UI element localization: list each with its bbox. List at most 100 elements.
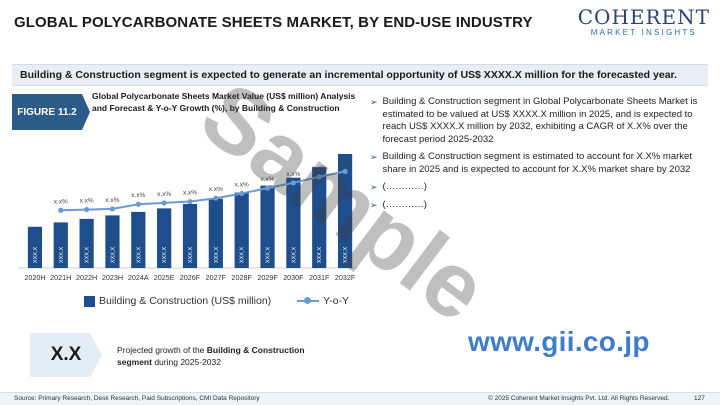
bar-value-label: XXX.X: [59, 247, 65, 264]
footer-copyright: © 2025 Coherent Market Insights Pvt. Ltd…: [488, 395, 670, 402]
bar-value-label: XXX.X: [343, 247, 349, 264]
bullet-arrow-icon: ➢: [370, 182, 378, 192]
bar-value-label: XXX.X: [291, 247, 297, 264]
logo-main-text: COHERENT: [577, 5, 710, 29]
bar: [208, 198, 223, 268]
x-tick-label: 2020H: [24, 273, 45, 282]
yoy-point: [58, 207, 64, 213]
x-tick-label: 2028F: [231, 273, 252, 282]
x-tick-label: 2029F: [257, 273, 278, 282]
bar: [260, 185, 275, 268]
bar: [105, 215, 120, 268]
bar: [286, 177, 301, 268]
banner-text: Building & Construction segment is expec…: [20, 69, 677, 81]
legend-line-swatch: [297, 297, 320, 304]
bar: [131, 211, 146, 268]
yoy-point: [135, 201, 141, 207]
yoy-point: [187, 198, 193, 205]
x-tick-label: 2022H: [76, 273, 97, 282]
company-logo: COHERENT MARKET INSIGHTS: [578, 6, 710, 37]
yoy-value-label: x.x%: [260, 176, 274, 183]
x-tick-label: 2021H: [50, 273, 71, 282]
x-tick-label: 2025E: [154, 273, 175, 282]
bar: [157, 208, 172, 268]
yoy-line: [60, 170, 346, 212]
yoy-value-label: x.x%: [338, 159, 352, 166]
x-tick-label: 2030F: [283, 273, 304, 282]
logo-sub-text: MARKET INSIGHTS: [590, 28, 697, 37]
yoy-value-label: x.x%: [312, 165, 326, 172]
list-item: ➢ Building & Construction segment in Glo…: [370, 96, 710, 146]
yoy-point: [213, 195, 219, 201]
bar: [234, 192, 249, 268]
footer-source: Source: Primary Research, Desk Research,…: [14, 395, 260, 402]
projection-text-post: during 2025-2032: [151, 357, 221, 367]
yoy-value-label: x.x%: [105, 197, 119, 204]
yoy-value-label: x.x%: [54, 198, 68, 205]
bar-value-label: XXX.X: [240, 247, 246, 264]
list-item: ➢ (…………): [370, 181, 710, 194]
bar-value-label: XXX.X: [317, 247, 323, 264]
bar: [182, 203, 198, 268]
bar: [53, 222, 68, 268]
bullet-text: Building & Construction segment in Globa…: [382, 96, 698, 145]
yoy-value-label: x.x%: [183, 190, 197, 197]
x-tick-label: 2024A: [128, 273, 149, 282]
yoy-point: [264, 185, 271, 191]
projection-text-pre: Projected growth of the: [117, 345, 207, 355]
projection-text-bold: Building & Construction segment: [117, 345, 305, 367]
bullet-arrow-icon: ➢: [370, 152, 378, 162]
bar-value-label: XXX.X: [33, 247, 39, 264]
yoy-point: [109, 206, 116, 212]
x-tick-label: 2027F: [206, 273, 227, 282]
chart-legend: Building & Construction (US$ million) Y-…: [84, 295, 349, 307]
yoy-value-label: x.x%: [131, 192, 145, 199]
list-item: ➢ Building & Construction segment is est…: [370, 151, 710, 176]
yoy-point: [290, 180, 296, 186]
bar-value-label: XXX.X: [162, 247, 168, 264]
list-item: ➢ (…………): [370, 199, 710, 212]
yoy-value-label: x.x%: [235, 182, 249, 189]
page-number: 127: [694, 395, 705, 402]
legend-bar-label: Building & Construction (US$ million): [99, 295, 272, 307]
yoy-value-label: x.x%: [209, 186, 223, 193]
yoy-point: [161, 200, 167, 206]
legend-bar-swatch: [84, 295, 95, 307]
x-tick-label: 2031F: [309, 273, 330, 282]
yoy-point: [84, 206, 90, 213]
bullet-arrow-icon: ➢: [370, 199, 378, 210]
figure-description: Global Polycarbonate Sheets Market Value…: [92, 91, 356, 113]
projection-value: X.X: [50, 344, 82, 365]
bullet-text: (…………): [382, 198, 427, 210]
bar-value-label: XXX.X: [188, 247, 194, 264]
bar-value-label: XXX.X: [136, 247, 142, 264]
bar: [312, 167, 327, 268]
projection-badge: X.X: [30, 333, 102, 377]
yoy-value-label: x.x%: [157, 191, 171, 198]
yoy-point: [342, 168, 348, 174]
bullet-text: Building & Construction segment is estim…: [382, 151, 692, 175]
bar-value-label: XXX.X: [214, 247, 220, 264]
key-findings-list: ➢ Building & Construction segment in Glo…: [370, 96, 710, 216]
footer: Source: Primary Research, Desk Research,…: [0, 392, 720, 405]
x-tick-label: 2023H: [102, 273, 123, 282]
yoy-point: [316, 174, 322, 180]
bar-value-label: XXX.X: [85, 247, 91, 264]
yoy-value-label: x.x%: [286, 171, 300, 178]
x-tick-label: 2032F: [335, 273, 356, 282]
bar: [79, 218, 94, 268]
bar-value-label: XXX.X: [266, 247, 272, 264]
yoy-value-label: x.x%: [80, 198, 94, 205]
projection-text: Projected growth of the Building & Const…: [117, 344, 332, 368]
gii-url: www.gii.co.jp: [468, 326, 650, 357]
x-tick-label: 2026F: [180, 273, 201, 282]
bar: [27, 226, 43, 268]
yoy-point: [239, 190, 245, 197]
bar: [337, 154, 353, 268]
market-value-chart: XXX.X 2020H XXX.X 2021H XXX.X 2022H XXX.X 2023H…: [18, 154, 358, 282]
projection-arrow-shape: [30, 333, 102, 377]
figure-label-arrow: [82, 94, 90, 130]
figure-label: FIGURE 11.2: [12, 94, 82, 130]
highlight-banner: Building & Construction segment is expec…: [12, 64, 708, 86]
page-title: GLOBAL POLYCARBONATE SHEETS MARKET, BY E…: [14, 14, 533, 31]
